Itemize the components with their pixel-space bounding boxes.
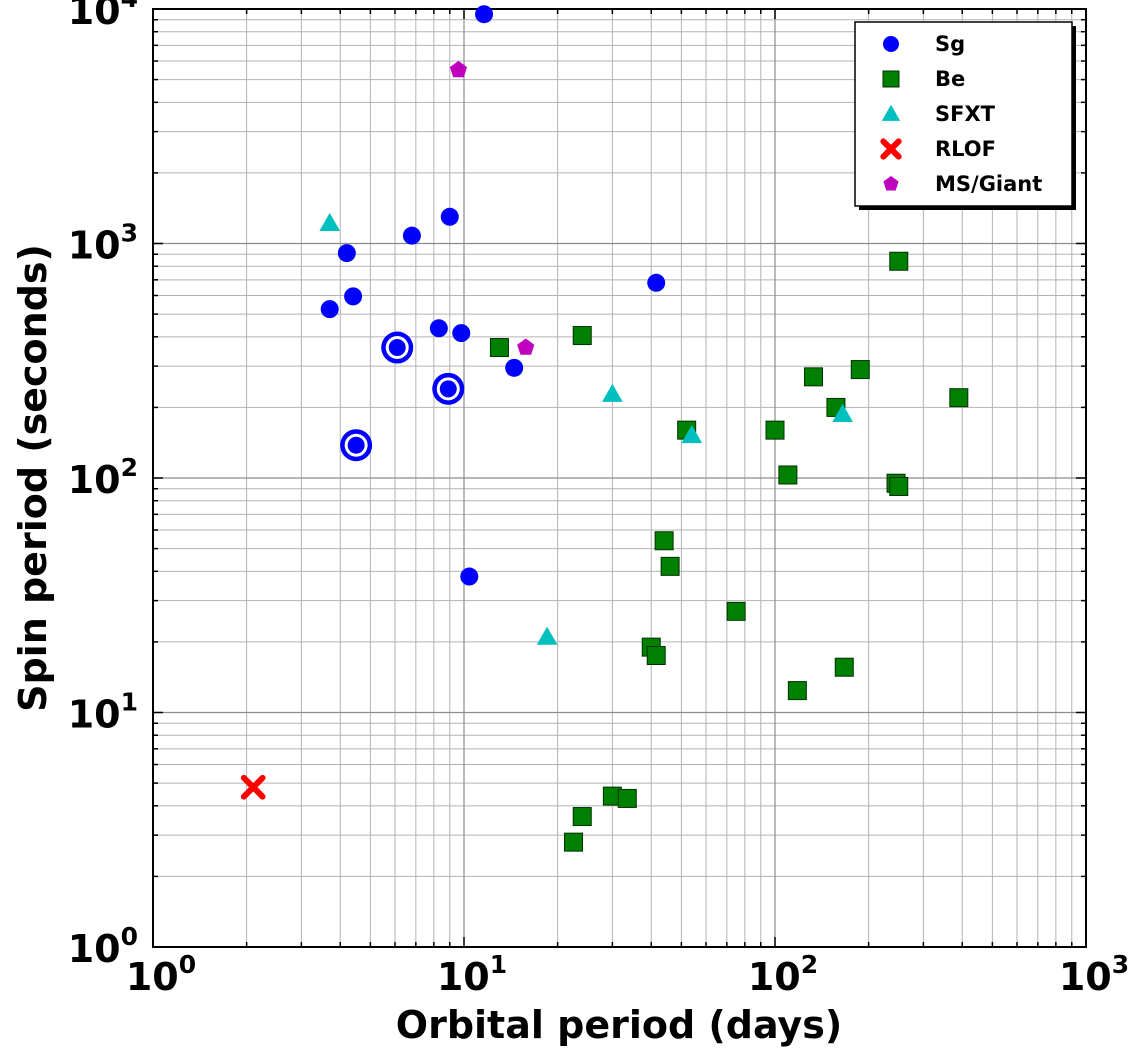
- tick-marks: [152, 9, 1086, 948]
- data-point-be: [778, 465, 798, 485]
- legend-marker-sfxt: [881, 104, 901, 121]
- data-point-sg: [440, 207, 459, 226]
- data-point-sfxt: [602, 383, 623, 402]
- y-tick-label: 104: [68, 0, 138, 33]
- y-tick-label: 101: [68, 688, 138, 737]
- data-point-ms-giant: [517, 338, 535, 355]
- data-point-be: [660, 556, 680, 576]
- legend-label-sfxt: SFXT: [935, 102, 996, 126]
- data-point-be: [654, 531, 674, 551]
- data-point-sfxt: [681, 425, 703, 444]
- y-tick-label: 102: [68, 453, 138, 502]
- y-tick-label: 100: [68, 922, 138, 971]
- legend-marker-rlof: [880, 138, 902, 160]
- legend-marker-ms-giant: [883, 176, 899, 191]
- data-point-be: [889, 476, 909, 496]
- legend-item-sg: Sg: [883, 32, 965, 56]
- data-point-sg: [429, 319, 448, 338]
- data-point-sg: [460, 567, 479, 586]
- data-point-be: [850, 360, 870, 380]
- y-tick-labels: 100 101 102 103 104: [68, 0, 138, 971]
- data-point-sg: [505, 358, 524, 377]
- highlighted-point: [381, 331, 414, 364]
- data-point-sg: [337, 244, 356, 263]
- data-point-be: [726, 601, 746, 621]
- x-tick-label: 103: [1059, 950, 1129, 999]
- x-tick-label: 100: [126, 950, 196, 999]
- legend-item-sfxt: SFXT: [881, 102, 996, 126]
- highlighted-point: [432, 372, 465, 405]
- legend-label-sg: Sg: [935, 32, 965, 56]
- grid: [153, 9, 1086, 947]
- data-point-sg: [452, 324, 471, 343]
- data-point-be: [646, 646, 666, 666]
- data-points: [240, 5, 969, 852]
- x-tick-labels: 100 101 102 103: [126, 950, 1129, 999]
- data-point-sfxt: [319, 212, 341, 232]
- data-point-be: [572, 807, 592, 827]
- data-point-be: [889, 251, 909, 271]
- highlight-ring-core: [388, 339, 406, 357]
- data-point-sg: [344, 287, 363, 306]
- data-point-sg: [402, 226, 421, 245]
- legend: Sg Be SFXT RLOF MS/Giant: [854, 21, 1076, 210]
- y-tick-label: 103: [68, 219, 138, 268]
- highlight-ring-core: [347, 436, 365, 454]
- data-point-be: [617, 788, 637, 808]
- data-point-be: [489, 338, 509, 358]
- legend-marker-be: [882, 70, 900, 88]
- y-axis-label: Spin period (seconds): [11, 244, 55, 712]
- data-point-be: [787, 681, 807, 701]
- legend-label-ms-giant: MS/Giant: [935, 172, 1042, 196]
- legend-item-be: Be: [882, 67, 965, 91]
- data-point-sg: [647, 273, 666, 292]
- legend-item-ms-giant: MS/Giant: [883, 172, 1042, 196]
- data-point-be: [804, 367, 824, 387]
- data-point-be: [765, 420, 785, 440]
- x-tick-label: 101: [437, 950, 507, 999]
- highlight-ring-core: [439, 380, 457, 398]
- legend-label-rlof: RLOF: [935, 137, 996, 161]
- data-point-sfxt: [832, 403, 853, 423]
- data-point-be: [572, 326, 592, 346]
- data-point-be: [949, 388, 969, 408]
- data-point-be: [834, 657, 854, 677]
- legend-label-be: Be: [935, 67, 965, 91]
- legend-marker-sg: [883, 36, 899, 52]
- x-tick-label: 102: [748, 950, 818, 999]
- highlighted-point: [340, 429, 373, 462]
- data-point-sg: [320, 300, 339, 319]
- data-point-ms-giant: [449, 60, 467, 78]
- data-point-be: [564, 832, 584, 852]
- data-point-sfxt: [536, 626, 558, 645]
- x-axis-label: Orbital period (days): [396, 1003, 842, 1047]
- legend-item-rlof: RLOF: [880, 137, 996, 161]
- data-point-rlof: [240, 774, 266, 800]
- data-point-sg: [475, 5, 494, 24]
